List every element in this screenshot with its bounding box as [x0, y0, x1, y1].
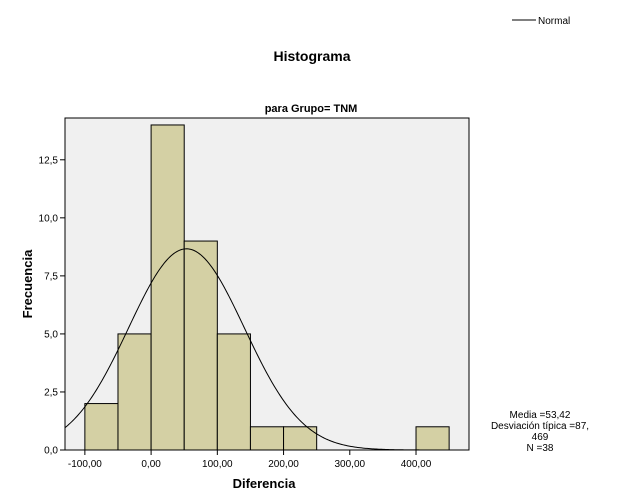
stats-mean: Media =53,42	[510, 410, 571, 421]
y-tick-label: 10,0	[39, 213, 59, 224]
chart-subtitle: para Grupo= TNM	[265, 103, 358, 115]
chart-title: Histograma	[273, 48, 350, 64]
bars-group	[84, 124, 450, 451]
stats-n: N =38	[527, 443, 554, 454]
histogram-bar	[216, 333, 251, 451]
histogram-bar	[283, 426, 318, 451]
stats-sd-cont: 469	[532, 432, 549, 443]
histogram-bar	[249, 426, 285, 451]
histogram-bar	[117, 333, 152, 451]
y-tick-label: 0,0	[44, 446, 58, 457]
histogram-bar	[183, 240, 218, 451]
x-tick-label: 300,00	[334, 459, 365, 470]
y-tick-label: 2,5	[44, 387, 58, 398]
stats-box: Media =53,42 Desviación típica =87, 469 …	[491, 410, 589, 454]
y-axis-label: Frecuencia	[20, 249, 35, 318]
x-tick-label: 400,00	[401, 459, 432, 470]
histogram-bar	[415, 426, 450, 451]
x-tick-label: 0,00	[141, 459, 161, 470]
legend-normal-label: Normal	[538, 16, 570, 27]
legend: Normal	[512, 16, 570, 27]
x-axis-label: Diferencia	[233, 476, 297, 491]
y-axis-ticks: 0,0 2,5 5,0 7,5 10,0 12,5	[39, 155, 65, 457]
x-tick-label: 100,00	[202, 459, 233, 470]
histogram-bar	[84, 403, 119, 451]
stats-sd: Desviación típica =87,	[491, 421, 589, 432]
y-tick-label: 7,5	[44, 271, 58, 282]
normal-curve	[64, 248, 469, 451]
y-tick-label: 12,5	[39, 155, 59, 166]
y-tick-label: 5,0	[44, 329, 58, 340]
x-tick-label: 200,00	[268, 459, 299, 470]
histogram-bar	[150, 124, 185, 451]
x-tick-label: -100,00	[68, 459, 102, 470]
x-axis-ticks: -100,00 0,00 100,00 200,00 300,00 400,00	[68, 450, 432, 470]
